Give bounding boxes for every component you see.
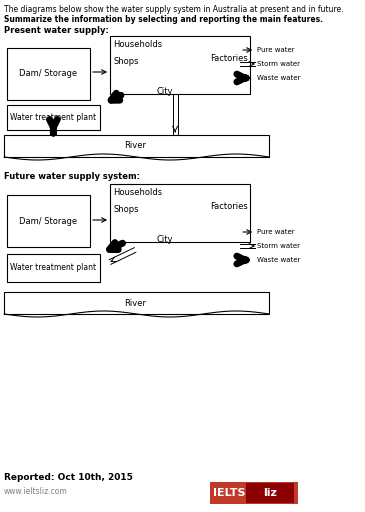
Text: Shops: Shops [114, 57, 139, 66]
FancyBboxPatch shape [246, 483, 294, 503]
FancyBboxPatch shape [4, 135, 269, 157]
Text: Future water supply system:: Future water supply system: [4, 172, 140, 181]
Text: Storm water: Storm water [257, 243, 300, 249]
Text: Summarize the information by selecting and reporting the main features.: Summarize the information by selecting a… [4, 15, 323, 24]
Text: The diagrams below show the water supply system in Australia at present and in f: The diagrams below show the water supply… [4, 5, 344, 14]
Text: Households: Households [114, 188, 162, 197]
FancyBboxPatch shape [7, 195, 90, 247]
Text: Waste water: Waste water [257, 75, 300, 81]
Text: Households: Households [114, 40, 162, 49]
Text: Pure water: Pure water [257, 229, 295, 235]
Text: Pure water: Pure water [257, 47, 295, 53]
Text: liz: liz [263, 488, 277, 498]
FancyBboxPatch shape [7, 254, 100, 282]
Text: City: City [157, 87, 173, 96]
Text: IELTS: IELTS [213, 488, 245, 498]
Text: www.ieltsliz.com: www.ieltsliz.com [4, 487, 68, 496]
Text: Reported: Oct 10th, 2015: Reported: Oct 10th, 2015 [4, 473, 133, 482]
FancyBboxPatch shape [110, 36, 250, 94]
FancyBboxPatch shape [4, 292, 269, 314]
Text: River: River [124, 141, 146, 151]
Text: Present water supply:: Present water supply: [4, 26, 109, 35]
FancyBboxPatch shape [7, 105, 100, 130]
Text: Storm water: Storm water [257, 61, 300, 67]
FancyBboxPatch shape [110, 184, 250, 242]
Text: Waste water: Waste water [257, 257, 300, 263]
FancyBboxPatch shape [210, 482, 298, 504]
Text: Water treatment plant: Water treatment plant [10, 114, 96, 122]
FancyBboxPatch shape [7, 48, 90, 100]
Text: River: River [124, 298, 146, 308]
Text: Dam/ Storage: Dam/ Storage [19, 217, 77, 225]
Text: Dam/ Storage: Dam/ Storage [19, 70, 77, 78]
Text: Factories: Factories [210, 202, 248, 211]
Text: Factories: Factories [210, 54, 248, 63]
Text: City: City [157, 235, 173, 244]
Text: Shops: Shops [114, 205, 139, 214]
Text: Water treatment plant: Water treatment plant [10, 264, 96, 272]
